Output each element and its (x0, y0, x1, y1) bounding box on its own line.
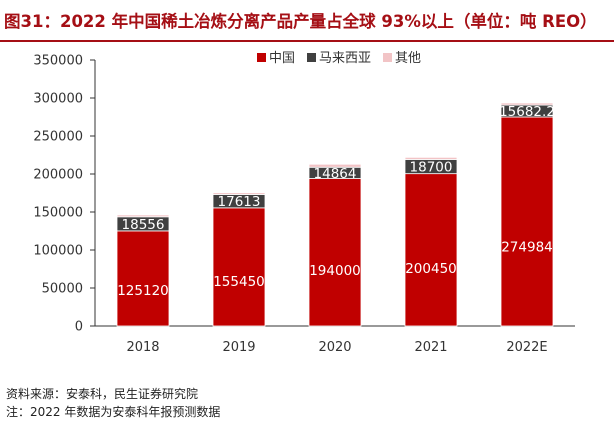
y-tick-label: 250000 (33, 130, 83, 145)
bar-segment (308, 163, 362, 168)
bar-segment (404, 156, 458, 160)
data-label: 18556 (122, 217, 165, 233)
x-tick-label: 2022E (506, 340, 547, 355)
stacked-bar-chart: 0 50000 100000 150000 200000 250000 300000 3500… (33, 51, 575, 355)
bar-segment (308, 178, 362, 327)
footnote: 注：2022 年数据为安泰科年报预测数据 (6, 405, 221, 419)
source-note: 资料来源：安泰科，民生证券研究院 (6, 387, 199, 401)
data-label: 155450 (213, 274, 265, 290)
data-label: 194000 (309, 263, 361, 279)
y-tick-label: 300000 (33, 92, 83, 107)
data-label: 17613 (218, 194, 261, 210)
legend-label: 中国 (269, 51, 295, 66)
bar-segment (116, 230, 170, 327)
bar-segment (500, 102, 554, 106)
data-label: 200450 (405, 261, 457, 277)
x-tick-label: 2020 (318, 340, 351, 355)
legend-label: 其他 (395, 51, 421, 66)
data-label: 18700 (410, 160, 453, 176)
data-label: 274984 (501, 240, 553, 256)
y-tick-label: 0 (75, 320, 83, 335)
legend-swatch (307, 53, 316, 62)
y-tick-label: 350000 (33, 54, 83, 69)
title-divider (0, 40, 614, 42)
data-label: 14864 (314, 166, 357, 182)
bar-segment (116, 214, 170, 218)
bar-segment (500, 116, 554, 327)
y-tick-label: 50000 (42, 282, 83, 297)
y-tick-label: 200000 (33, 168, 83, 183)
page-title: 图31：2022 年中国稀土冶炼分离产品产量占全球 93%以上（单位：吨 REO… (4, 12, 597, 31)
bar-segment (212, 207, 266, 327)
x-tick-label: 2021 (414, 340, 447, 355)
data-label: 15682.2 (499, 104, 555, 120)
data-label: 125120 (117, 283, 169, 299)
x-tick-label: 2019 (222, 340, 255, 355)
y-tick-label: 150000 (33, 206, 83, 221)
legend-swatch (257, 53, 266, 62)
legend-label: 马来西亚 (319, 51, 371, 66)
bar-segment (212, 192, 266, 195)
y-tick-label: 100000 (33, 244, 83, 259)
legend-swatch (383, 53, 392, 62)
x-tick-label: 2018 (126, 340, 159, 355)
notes: 资料来源：安泰科，民生证券研究院 注：2022 年数据为安泰科年报预测数据 (6, 385, 606, 422)
bar-segment (404, 173, 458, 327)
